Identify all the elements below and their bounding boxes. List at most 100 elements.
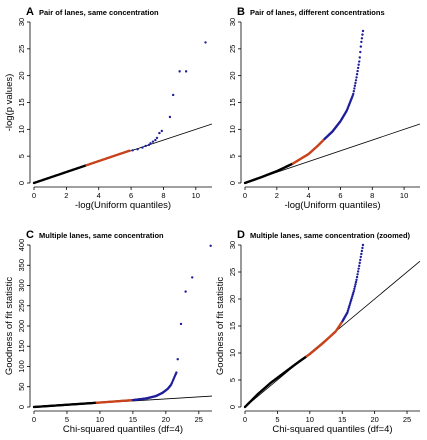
x-tick-label: 0 [32,191,36,200]
y-tick-label: 400 [17,239,26,252]
x-tick-label: 15 [338,415,346,424]
data-point [141,146,144,149]
data-point [353,84,357,87]
x-tick-label: 6 [338,191,342,200]
y-tick-label: 150 [17,340,26,353]
x-tick-label: 10 [306,415,314,424]
panel-letter: A [26,6,34,18]
panel-title: Pair of lanes, same concentration [39,8,159,17]
data-point [353,287,356,291]
data-point [352,92,355,96]
data-point [360,249,364,253]
y-axis-label: -log(p values) [4,74,15,132]
data-point [178,70,181,73]
data-point [358,60,361,63]
data-point [176,358,179,361]
data-point [184,290,187,293]
y-tick-label: 10 [228,125,237,133]
panel-title: Multiple lanes, same concentration [39,231,164,240]
data-point [359,255,363,259]
data-point [359,50,362,54]
data-point [204,41,207,44]
y-tick-label: 30 [228,241,237,249]
data-point [151,140,155,143]
data-point [352,89,356,93]
x-tick-label: 10 [96,415,104,424]
data-point [358,264,361,268]
data-point [359,258,362,262]
y-tick-label: 25 [17,45,26,53]
data-point [149,142,152,145]
panel-title: Multiple lanes, same concentration (zoom… [250,231,411,240]
y-tick-label: 100 [17,360,26,373]
y-tick-label: 0 [228,405,237,409]
y-tick-label: 0 [228,181,237,185]
x-tick-label: 2 [275,191,279,200]
panel-a: A Pair of lanes, same concentration 0 2 4 6 8 1… [4,6,213,211]
y-tick-label: 30 [17,18,26,26]
data-point [357,267,360,270]
x-axis-label: Chi-squared quantiles (df=4) [272,424,392,435]
panel-d: D Multiple lanes, same concentration (zoo… [215,229,421,435]
y-tick-label: 20 [17,71,26,79]
x-tick-label: 2 [64,191,68,200]
data-point [354,79,358,82]
x-tick-label: 10 [400,191,408,200]
x-tick-label: 8 [370,191,374,200]
y-tick-label: 15 [17,98,26,106]
y-tick-label: 0 [17,181,26,185]
y-tick-label: 200 [17,320,26,333]
y-tick-label: 250 [17,299,26,312]
data-point [355,278,358,282]
x-tick-label: 5 [65,415,69,424]
data-point [154,138,157,142]
data-point [175,371,178,374]
y-tick-label: 5 [228,378,237,382]
data-point [359,45,363,48]
data-point [358,56,361,59]
data-point [136,147,139,151]
data-point [355,275,359,279]
y-tick-label: 300 [17,279,26,292]
data-point [357,63,360,66]
x-axis-label: -log(Uniform quantiles) [284,200,380,211]
x-tick-label: 5 [275,415,279,424]
data-point [147,143,151,147]
y-tick-label: 5 [228,154,237,158]
x-tick-label: 0 [32,415,36,424]
data-point [360,252,363,256]
x-tick-label: 4 [97,191,101,200]
data-point [361,29,365,33]
panel-b: B Pair of lanes, different concentrations… [228,6,421,211]
data-point [144,144,147,148]
data-point [355,76,358,79]
y-tick-label: 350 [17,259,26,272]
data-point [128,149,131,152]
y-tick-label: 15 [228,322,237,330]
data-point [355,73,359,76]
data-point [354,283,357,286]
y-axis-label: Goodness of fit statistic [4,277,15,375]
y-tick-label: 5 [17,154,26,158]
x-tick-label: 0 [243,415,247,424]
data-point [361,243,365,247]
panel-title: Pair of lanes, different concentrations [250,8,385,17]
x-tick-label: 25 [403,415,411,424]
y-tick-label: 50 [17,383,26,391]
y-tick-label: 20 [228,71,237,79]
x-tick-label: 10 [192,191,200,200]
data-point [353,87,356,90]
y-tick-label: 20 [228,295,237,303]
x-tick-label: 25 [195,415,203,424]
x-tick-label: 4 [307,191,311,200]
data-point [179,322,183,326]
x-tick-label: 6 [129,191,133,200]
data-point [168,115,172,119]
y-tick-label: 30 [228,18,237,26]
x-axis-label: Chi-squared quantiles (df=4) [63,424,183,435]
data-point [131,149,134,152]
data-point [356,273,359,276]
data-point [354,81,357,85]
y-tick-label: 10 [17,125,26,133]
panel-letter: B [237,6,245,18]
